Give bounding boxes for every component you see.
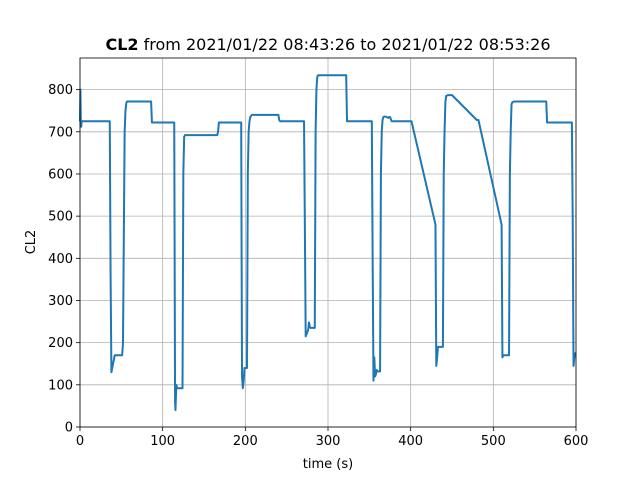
series-layer — [79, 74, 577, 412]
y-tick-label: 400 — [48, 252, 73, 267]
chart-title-rest: from 2021/01/22 08:43:26 to 2021/01/22 0… — [139, 35, 551, 54]
y-tick-label: 800 — [48, 83, 73, 98]
x-tick-label: 0 — [76, 434, 84, 449]
y-tick-label: 700 — [48, 125, 73, 140]
y-axis-label: CL2 — [24, 230, 39, 255]
x-tick-label: 300 — [316, 434, 341, 449]
x-tick-label: 100 — [150, 434, 175, 449]
chart-title-bold: CL2 — [105, 35, 138, 54]
y-axis-ticks: 0 100 200 300 400 500 600 700 800 — [48, 83, 80, 436]
y-tick-label: 600 — [48, 167, 73, 182]
x-tick-label: 600 — [564, 434, 589, 449]
y-tick-label: 200 — [48, 336, 73, 351]
x-tick-label: 500 — [481, 434, 506, 449]
y-tick-label: 300 — [48, 294, 73, 309]
y-tick-label: 100 — [48, 378, 73, 393]
x-axis-label: time (s) — [303, 457, 353, 472]
y-tick-label: 500 — [48, 210, 73, 225]
chart-title: CL2 from 2021/01/22 08:43:26 to 2021/01/… — [105, 35, 550, 54]
x-tick-label: 400 — [398, 434, 423, 449]
x-tick-label: 200 — [233, 434, 258, 449]
x-axis-ticks: 0 100 200 300 400 500 600 — [76, 427, 589, 449]
series-line — [79, 74, 577, 412]
y-tick-label: 0 — [65, 421, 73, 436]
